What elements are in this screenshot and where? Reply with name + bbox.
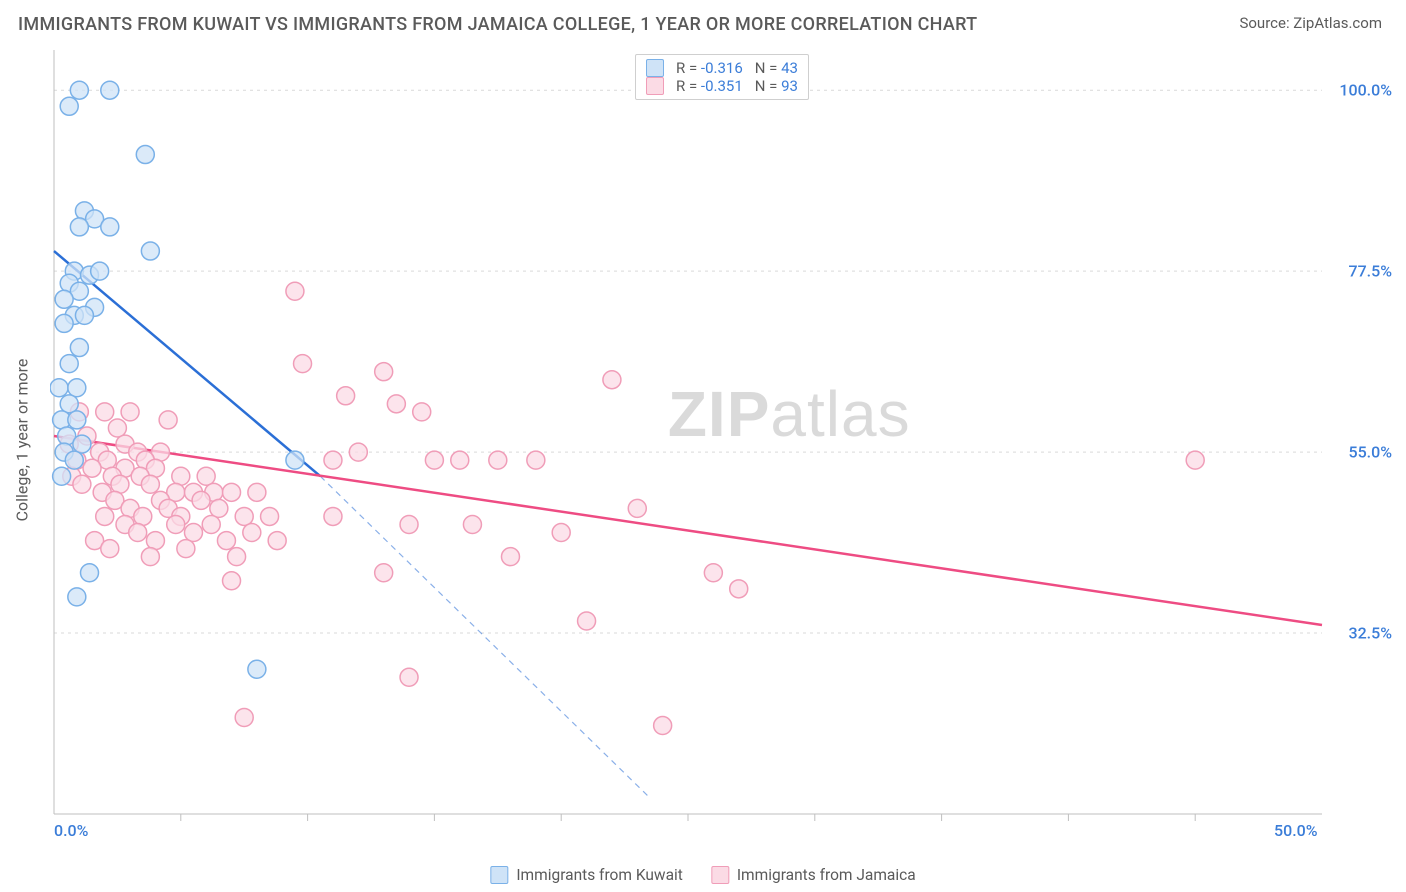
legend-item: Immigrants from Kuwait bbox=[490, 866, 683, 884]
legend-row: R = -0.351 N = 93 bbox=[646, 77, 798, 95]
y-tick: 77.5% bbox=[1348, 262, 1392, 281]
legend-row: R = -0.316 N = 43 bbox=[646, 59, 798, 77]
legend-n: N = 43 bbox=[755, 59, 798, 77]
series-legend: Immigrants from Kuwait Immigrants from Ja… bbox=[490, 866, 915, 884]
header: IMMIGRANTS FROM KUWAIT VS IMMIGRANTS FRO… bbox=[0, 0, 1406, 43]
x-tick: 50.0% bbox=[1274, 821, 1318, 840]
y-tick: 100.0% bbox=[1339, 81, 1392, 100]
y-axis-label: College, 1 year or more bbox=[13, 359, 32, 522]
chart-title: IMMIGRANTS FROM KUWAIT VS IMMIGRANTS FRO… bbox=[18, 14, 977, 35]
legend-swatch bbox=[646, 77, 664, 95]
legend-swatch bbox=[646, 59, 664, 77]
legend-r: R = -0.316 bbox=[676, 59, 743, 77]
chart-area: ZIPatlas R = -0.316N = 43R = -0.351N = 9… bbox=[50, 50, 1394, 842]
y-tick: 32.5% bbox=[1348, 624, 1392, 643]
correlation-legend: R = -0.316 N = 43 R = -0.351 N = 93 bbox=[635, 54, 809, 100]
legend-n: N = 93 bbox=[755, 77, 798, 95]
source-label: Source: ZipAtlas.com bbox=[1239, 14, 1382, 32]
scatter-plot bbox=[50, 50, 1394, 842]
legend-label: Immigrants from Jamaica bbox=[737, 866, 916, 884]
legend-r: R = -0.351 bbox=[676, 77, 743, 95]
legend-swatch bbox=[711, 866, 729, 884]
legend-swatch bbox=[490, 866, 508, 884]
y-tick: 55.0% bbox=[1348, 443, 1392, 462]
x-tick: 0.0% bbox=[54, 821, 88, 840]
legend-label: Immigrants from Kuwait bbox=[516, 866, 683, 884]
legend-item: Immigrants from Jamaica bbox=[711, 866, 916, 884]
